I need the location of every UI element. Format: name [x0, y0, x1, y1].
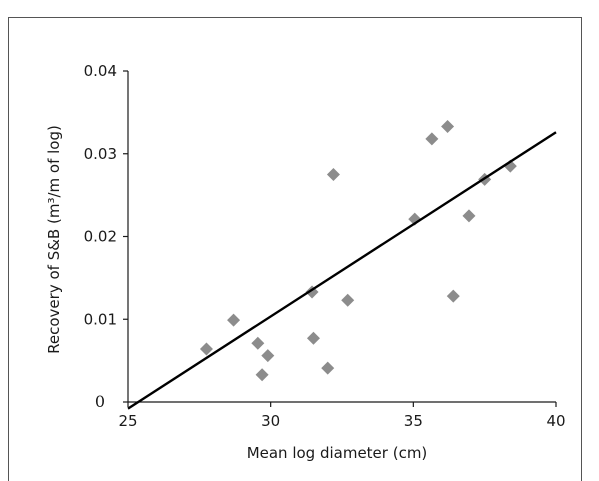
data-points: [199, 119, 517, 382]
data-point: [446, 289, 460, 303]
x-tick-label: 35: [404, 412, 423, 430]
data-point: [227, 313, 241, 327]
y-tick-label: 0.03: [84, 145, 117, 163]
data-point: [462, 209, 476, 223]
x-tick-label: 40: [546, 412, 565, 430]
data-point: [306, 331, 320, 345]
x-tick-label: 25: [118, 412, 137, 430]
data-point: [255, 368, 269, 382]
y-tick-label: 0.04: [84, 62, 117, 80]
x-tick-label: 30: [261, 412, 280, 430]
data-point: [441, 119, 455, 133]
y-axis-title: Recovery of S&B (m³/m of log): [45, 125, 63, 354]
y-tick-label: 0.02: [84, 228, 117, 246]
x-axis-title: Mean log diameter (cm): [247, 444, 428, 462]
data-point: [341, 293, 355, 307]
y-axis-ticks: 0 0.01 0.02 0.03 0.04: [84, 62, 128, 411]
y-tick-label: 0.01: [84, 310, 117, 328]
chart-frame: [8, 17, 582, 481]
data-point: [251, 336, 265, 350]
data-point: [321, 361, 335, 375]
trendline: [127, 131, 557, 410]
data-point: [261, 349, 275, 363]
y-tick-label: 0: [95, 392, 105, 411]
data-point: [199, 342, 213, 356]
data-point: [326, 167, 340, 181]
x-axis-ticks: 25 30 35 40: [118, 402, 566, 430]
data-point: [425, 132, 439, 146]
